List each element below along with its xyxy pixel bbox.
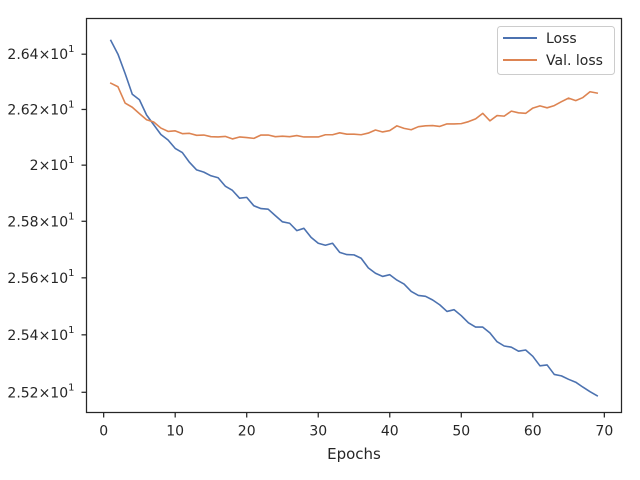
y-tick-label: 2.54×101: [7, 325, 74, 344]
x-tick-label: 10: [166, 424, 184, 440]
x-tick-label: 30: [309, 424, 327, 440]
y-tick-label: 2×101: [30, 155, 75, 174]
y-tick-mantissa: 2×10: [30, 158, 68, 174]
y-tick-exponent: 1: [68, 268, 74, 279]
y-tick-exponent: 1: [68, 382, 74, 393]
y-tick-mantissa: 2.52×10: [7, 385, 68, 401]
y-tick-mantissa: 2.56×10: [7, 271, 68, 287]
legend: Loss Val. loss: [497, 26, 615, 75]
y-tick-exponent: 1: [68, 211, 74, 222]
x-tick-label: 20: [238, 424, 256, 440]
y-tick-label: 2.62×101: [7, 99, 74, 118]
y-tick-exponent: 1: [68, 155, 74, 166]
y-tick-exponent: 1: [68, 99, 74, 110]
x-tick-label: 50: [452, 424, 470, 440]
plot-frame: [85, 17, 623, 414]
legend-label-loss: Loss: [546, 31, 577, 47]
ticks: 0 10 20 30 40 50 60 702.52×1012.54×1012.56×1012…: [7, 44, 613, 439]
series-lines: [109, 39, 599, 397]
x-tick-label: 40: [381, 424, 399, 440]
y-tick-label: 2.52×101: [7, 382, 74, 401]
series-line-val-loss: [109, 82, 599, 140]
x-tick-label: 70: [595, 424, 613, 440]
y-tick-exponent: 1: [68, 325, 74, 336]
y-tick-mantissa: 2.62×10: [7, 102, 68, 118]
series-line-loss: [109, 39, 599, 397]
x-tick-label: 0: [99, 424, 108, 440]
y-tick-label: 2.64×101: [7, 44, 74, 63]
y-tick-mantissa: 2.58×10: [7, 214, 68, 230]
x-axis-label: Epochs: [327, 445, 381, 463]
y-tick-label: 2.58×101: [7, 211, 74, 230]
y-tick-label: 2.56×101: [7, 268, 74, 287]
legend-label-val-loss: Val. loss: [546, 53, 603, 69]
x-tick-label: 60: [524, 424, 542, 440]
y-tick-mantissa: 2.64×10: [7, 47, 68, 63]
y-tick-exponent: 1: [68, 44, 74, 55]
y-tick-mantissa: 2.54×10: [7, 328, 68, 344]
